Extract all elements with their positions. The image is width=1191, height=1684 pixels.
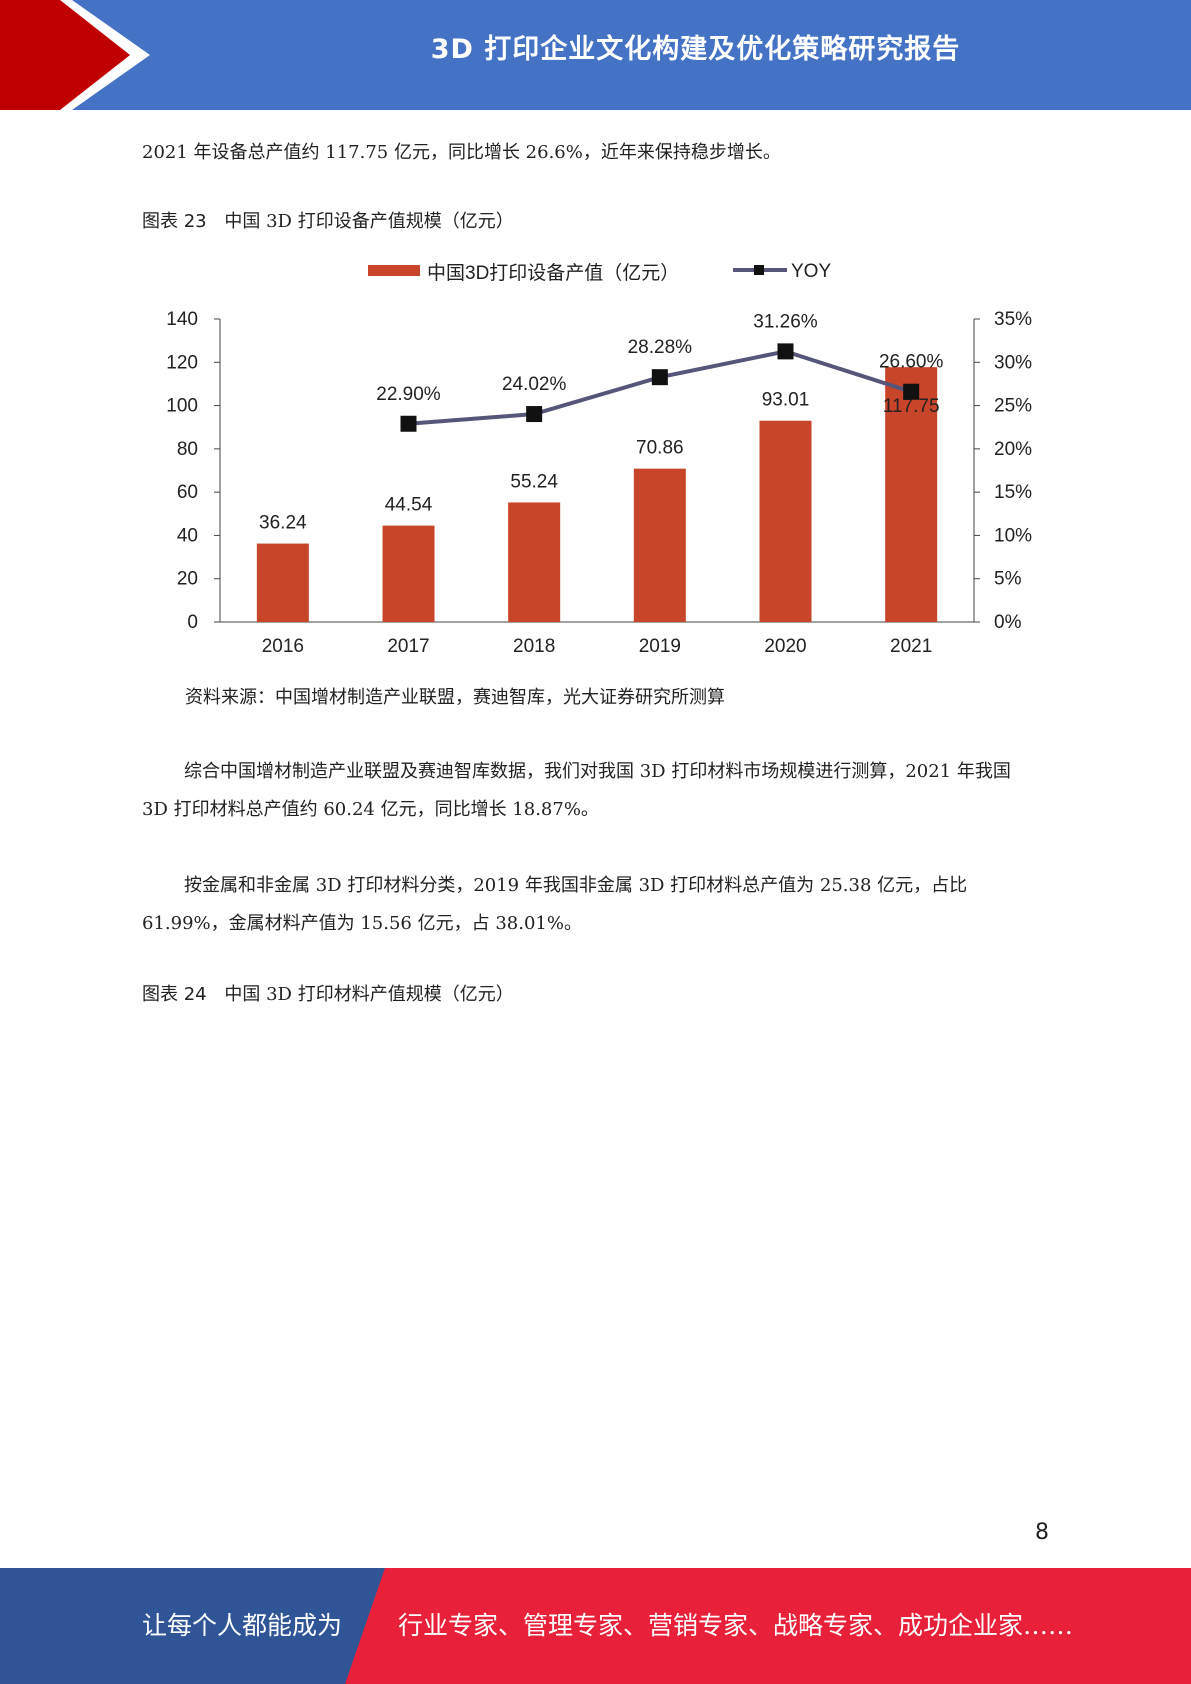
right-y-tick-label: 10% [994,525,1032,546]
yoy-point-2019 [651,369,668,386]
chart-source-note: 资料来源：中国增材制造产业联盟，赛迪智库，光大证券研究所测算 [185,687,725,708]
yoy-point-2017 [400,415,417,432]
paragraph-material-estimate: 综合中国增材制造产业联盟及赛迪智库数据，我们对我国 3D 打印材料市场规模进行测… [142,761,1011,820]
footer-slogan-right: 行业专家、管理专家、营销专家、战略专家、成功企业家…… [398,1611,1074,1640]
left-y-tick-label: 80 [177,439,198,460]
left-y-tick-label: 40 [177,525,198,546]
right-y-tick-label: 0% [994,612,1022,633]
bar-2020 [759,420,812,622]
right-y-tick-label: 30% [994,352,1032,373]
bar-value-label: 70.86 [636,438,684,459]
left-y-tick-label: 0 [187,612,198,633]
bar-2016 [256,543,309,622]
figure-23-title: 中国 3D 打印设备产值规模（亿元） [224,211,514,232]
bar-value-label: 36.24 [259,513,307,534]
figure-24-title: 中国 3D 打印材料产值规模（亿元） [224,984,514,1005]
yoy-value-label: 24.02% [502,374,567,395]
report-title: 3D 打印企业文化构建及优化策略研究报告 [430,34,961,65]
figure-24-label: 图表 24 [142,984,207,1005]
right-y-tick-label: 35% [994,309,1032,330]
x-tick-label: 2017 [387,636,429,657]
yoy-value-label: 28.28% [628,337,693,358]
footer-banner-graphic [0,1568,1191,1684]
x-tick-label: 2016 [262,636,304,657]
left-y-tick-label: 20 [177,569,198,590]
figure-24-caption: 图表 24 中国 3D 打印材料产值规模（亿元） [142,980,514,1006]
header-banner-graphic [0,0,150,110]
bar-value-label: 117.75 [883,396,940,417]
bar-value-label: 93.01 [762,390,810,411]
x-tick-label: 2018 [513,636,555,657]
page-number: 8 [1035,1520,1049,1545]
yoy-point-2020 [777,343,794,360]
footer-slogan-left: 让每个人都能成为 [142,1611,343,1640]
x-tick-label: 2021 [890,636,932,657]
bar-2021 [885,367,938,622]
bar-2017 [382,525,435,622]
yoy-line [408,349,912,426]
right-y-tick-label: 25% [994,396,1032,417]
bar-2018 [508,502,561,622]
left-y-tick-label: 120 [166,352,198,373]
paragraph-equipment-output: 2021 年设备总产值约 117.75 亿元，同比增长 26.6%，近年来保持稳… [142,142,781,163]
legend-line-label: YOY [791,261,831,282]
left-y-tick-label: 140 [166,309,198,330]
yoy-value-label: 22.90% [376,384,441,405]
x-tick-label: 2020 [764,636,806,657]
yoy-point-2021 [903,383,920,400]
legend-bar-label: 中国3D打印设备产值（亿元） [427,262,679,284]
page-header: 3D 打印企业文化构建及优化策略研究报告 [0,0,1191,110]
bar-value-label: 44.54 [385,495,433,516]
equipment-output-chart: 0 20 40 60 80 100 120 140 0% 5% 10% 15% 20% 25% 30% 35%… [166,261,1032,657]
yoy-point-2018 [526,406,543,423]
page-footer: 让每个人都能成为 行业专家、管理专家、营销专家、战略专家、成功企业家…… [0,1568,1191,1684]
left-y-tick-label: 60 [177,482,198,503]
figure-23-label: 图表 23 [142,211,207,232]
paragraph-material-split: 按金属和非金属 3D 打印材料分类，2019 年我国非金属 3D 打印材料总产值… [142,875,968,934]
right-y-tick-label: 20% [994,439,1032,460]
legend-line-marker [754,265,764,275]
yoy-value-label: 26.60% [879,352,944,373]
left-y-tick-label: 100 [166,396,198,417]
right-y-tick-label: 15% [994,482,1032,503]
legend-bar-swatch [368,265,420,276]
bar-value-label: 55.24 [510,471,558,492]
x-tick-label: 2019 [639,636,681,657]
bar-2019 [633,468,686,622]
right-y-tick-label: 5% [994,569,1022,590]
figure-23-caption: 图表 23 中国 3D 打印设备产值规模（亿元） [142,207,514,233]
yoy-value-label: 31.26% [753,311,818,332]
